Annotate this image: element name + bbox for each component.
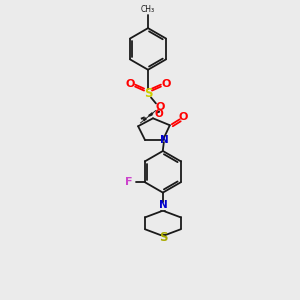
Text: O: O	[179, 112, 188, 122]
Text: O: O	[125, 79, 135, 88]
Text: N: N	[160, 135, 169, 145]
Text: O: O	[161, 79, 170, 88]
Text: S: S	[144, 87, 152, 100]
Text: O: O	[155, 102, 165, 112]
Text: S: S	[159, 231, 167, 244]
Text: O: O	[154, 109, 163, 119]
Text: CH₃: CH₃	[141, 5, 155, 14]
Text: N: N	[158, 200, 167, 211]
Text: F: F	[125, 177, 133, 187]
